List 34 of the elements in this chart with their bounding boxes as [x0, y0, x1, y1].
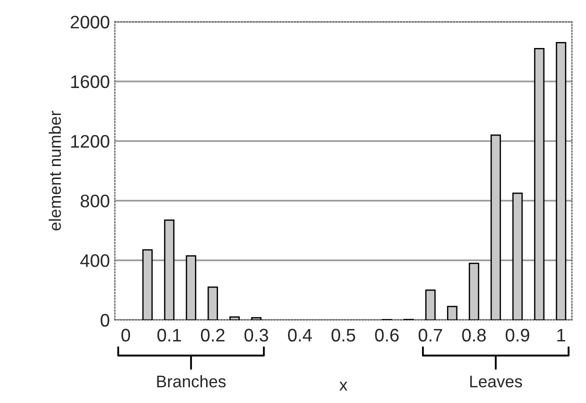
bar: [556, 42, 566, 320]
y-tick-label: 0: [100, 314, 110, 327]
bar: [164, 219, 174, 320]
x-tick-label: 0.3: [244, 328, 268, 342]
bar: [425, 290, 436, 320]
text: Branches: [157, 375, 226, 388]
bar: [251, 317, 262, 320]
bar: [490, 134, 501, 320]
x-tick-label: 1: [557, 328, 566, 342]
y-tick-label: 800: [80, 194, 110, 208]
y-axis-title: element number: [48, 110, 61, 230]
x-tick-label: 0.7: [418, 328, 442, 342]
bar: [512, 192, 523, 320]
x-axis-title: x: [339, 382, 348, 391]
x-tick-label: 0.4: [288, 328, 312, 342]
x-tick-label: 0.8: [462, 328, 486, 342]
y-tick-label: 400: [80, 254, 110, 268]
x-tick-label: 0.5: [332, 328, 356, 342]
bar: [447, 306, 458, 320]
bar: [534, 48, 544, 320]
y-tick-label: 2000: [70, 16, 110, 28]
x-tick-label: 0.6: [375, 328, 399, 342]
bar: [186, 255, 196, 320]
bar: [229, 316, 240, 320]
y-tick-label: 1600: [71, 75, 110, 88]
y-tick-label: 1200: [71, 134, 110, 148]
bar: [142, 249, 153, 320]
bar: [208, 286, 218, 320]
x-tick-label: 0.1: [157, 328, 181, 342]
x-tick-label: 0.2: [200, 328, 224, 342]
text: Leaves: [470, 376, 522, 388]
x-tick-label: 0.9: [506, 328, 530, 342]
bar: [468, 262, 480, 320]
x-tick-label: 0: [121, 328, 130, 342]
